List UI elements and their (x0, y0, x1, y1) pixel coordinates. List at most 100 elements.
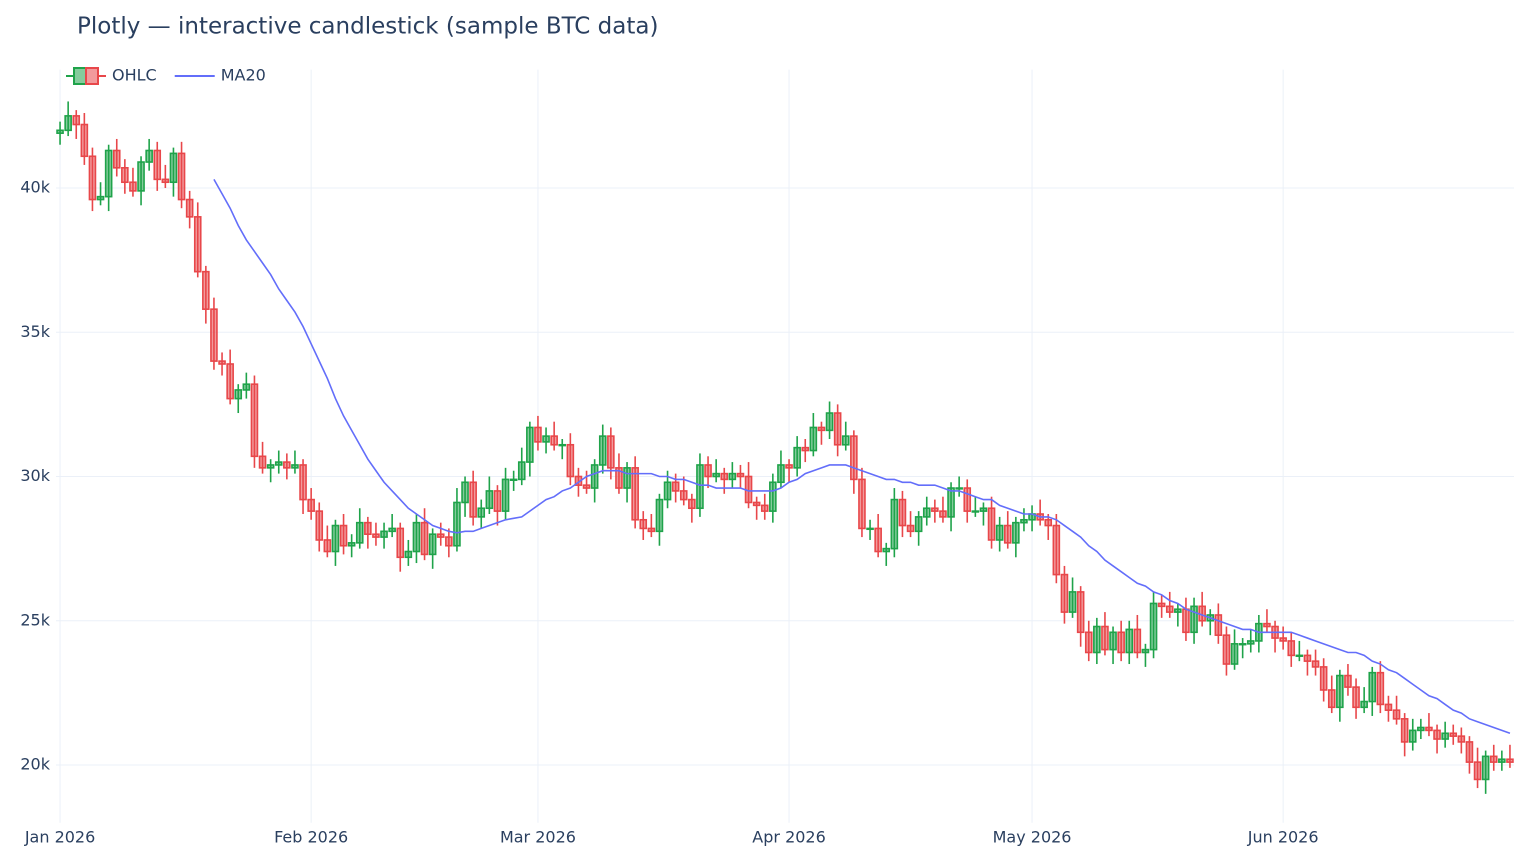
y-tick-label: 40k (20, 178, 50, 197)
candle-body (258, 455, 267, 469)
candle-body (185, 198, 194, 218)
legend-item[interactable]: MA20 (174, 66, 266, 85)
candle-body (1303, 654, 1312, 662)
candle-body (1392, 709, 1401, 720)
candle-body (396, 527, 405, 559)
candle-body (145, 149, 153, 163)
candle-body (615, 467, 623, 489)
candle-body (388, 527, 396, 533)
candle-body (663, 481, 672, 501)
candle-body (501, 478, 510, 512)
legend-label: OHLC (112, 66, 157, 85)
candle-body (728, 472, 737, 481)
candle-body (1433, 729, 1441, 740)
candle-body (428, 533, 437, 556)
candle-body (850, 435, 858, 481)
candle-body (1141, 648, 1150, 654)
x-tick-label: Feb 2026 (274, 828, 348, 847)
candle-body (1441, 732, 1449, 740)
candle-body (339, 524, 348, 547)
candle-body (955, 487, 963, 490)
candle-body (736, 472, 745, 478)
candle-body (226, 363, 234, 400)
candle-body (688, 498, 696, 510)
candle-body (372, 533, 380, 538)
candle-body (720, 472, 729, 481)
candle-body (1214, 614, 1223, 636)
candle-body (88, 155, 97, 201)
candle-body (542, 435, 550, 443)
candle-body (1498, 758, 1506, 763)
x-tick-label: Jan 2026 (24, 828, 95, 847)
x-tick-label: May 2026 (993, 828, 1072, 847)
legend-symbol (73, 67, 87, 85)
candle-body (1190, 605, 1198, 634)
candle-body (1376, 671, 1385, 706)
candle-body (623, 467, 631, 489)
candle-body (550, 435, 558, 446)
candle-body (1319, 666, 1328, 691)
y-tick-label: 20k (20, 755, 50, 774)
candle-body (979, 507, 988, 512)
candle-body (161, 178, 170, 184)
candle-body (193, 216, 202, 273)
x-tick-label: Jun 2026 (1247, 828, 1319, 847)
candle-body (858, 478, 866, 530)
candle-body (1060, 573, 1069, 613)
candle-body (291, 464, 299, 469)
legend-item[interactable]: OHLC (66, 66, 157, 85)
candle-body (80, 123, 89, 158)
candle-body (242, 383, 251, 391)
legend-symbol (85, 67, 99, 85)
candle-body (453, 501, 461, 547)
candle-body (177, 152, 186, 201)
y-tick-label: 35k (20, 322, 50, 341)
candle-body (283, 461, 291, 469)
candle-body (1222, 634, 1231, 665)
candle-body (898, 498, 907, 527)
candle-body (1449, 732, 1458, 737)
candle-body (517, 461, 526, 481)
candle-body (1133, 628, 1142, 654)
candle-body (210, 308, 218, 362)
candle-body (1174, 608, 1182, 613)
candle-body (809, 426, 818, 452)
candle-body (307, 498, 315, 512)
candle-body (355, 521, 364, 544)
candle-body (1481, 755, 1490, 781)
candle-body (607, 435, 615, 469)
candle-body (445, 536, 453, 547)
candle-body (1506, 758, 1514, 763)
candle-body (234, 389, 243, 400)
candle-body (323, 539, 332, 553)
candle-body (1003, 524, 1012, 544)
y-tick-label: 25k (20, 610, 50, 629)
candle-body (1352, 686, 1360, 709)
candle-body (890, 498, 899, 550)
candle-body (1012, 521, 1020, 544)
candle-body (1425, 726, 1433, 732)
candle-body (679, 490, 688, 501)
candle-body (250, 383, 259, 458)
candle-body (509, 478, 518, 481)
candle-body (1246, 640, 1255, 645)
candle-body (380, 530, 388, 538)
grid: 20k 25k 30k 35k 40k Jan 2026 Feb 2026 Mar 2026 A… (20, 69, 1514, 847)
candle-body (752, 501, 761, 507)
candle-body (436, 533, 445, 538)
candle-body (931, 507, 939, 512)
candle-body (404, 550, 413, 559)
candle-body (485, 490, 494, 510)
candle-body (274, 461, 283, 466)
candle-body (364, 521, 372, 535)
candle-body (96, 195, 105, 201)
candle-body (1295, 654, 1304, 657)
candle-body (1230, 643, 1239, 665)
candle-body (1360, 700, 1368, 709)
candle-body (696, 464, 704, 510)
candle-body (129, 181, 137, 192)
candle-body (1327, 689, 1336, 709)
candle-body (639, 518, 648, 530)
candle-body (1044, 518, 1053, 527)
